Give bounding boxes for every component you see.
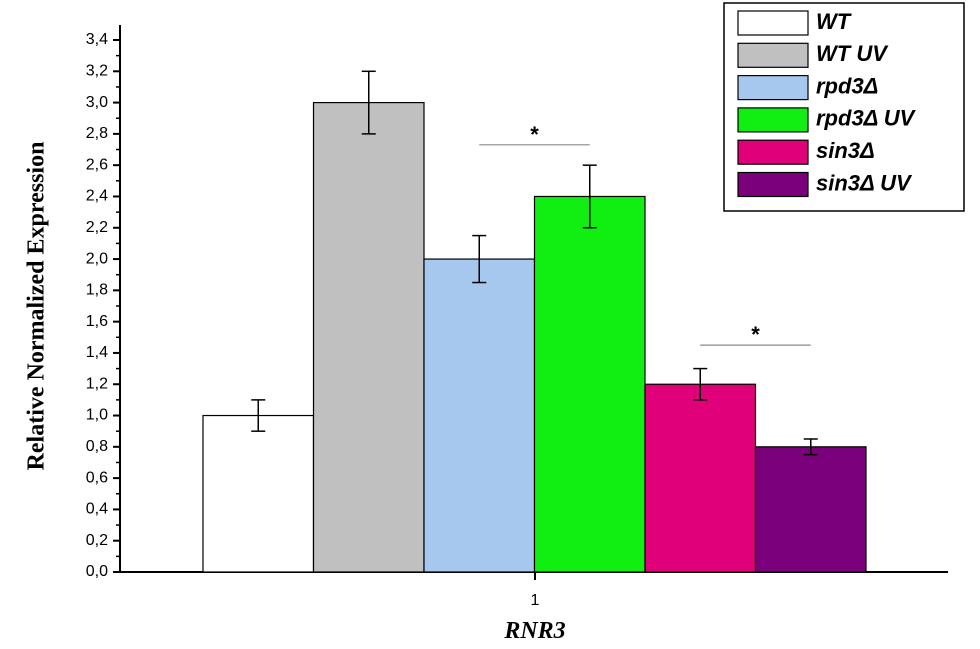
x-ticks: 1	[531, 572, 540, 609]
y-tick-label: 0,8	[86, 438, 108, 455]
y-ticks: 0,0 0,2 0,4 0,6 0,8 1,0 1,2 1,4 1,6 1,8 2,0 2,2 2,4 2…	[86, 31, 120, 580]
bar-rpd3Δ-UV	[533, 195, 646, 573]
legend-swatch	[737, 42, 809, 68]
legend-label: WT	[816, 9, 852, 34]
legend-label: sin3Δ	[816, 138, 875, 163]
bar-sin3Δ-UV	[754, 446, 867, 573]
y-axis-label: Relative Normalized Expression	[24, 142, 50, 471]
y-tick-label: 2,8	[86, 125, 108, 142]
legend: WT WT UV rpd3Δ rpd3Δ UV sin3Δ sin3Δ UV	[723, 2, 965, 212]
significance-star: *	[751, 322, 760, 347]
y-tick-label: 0,0	[86, 563, 108, 580]
y-tick-label: 0,6	[86, 469, 108, 486]
y-tick-label: 2,0	[86, 250, 108, 267]
significance-annotations: **	[479, 122, 811, 347]
bar-WT-UV	[312, 101, 425, 573]
legend-swatch	[737, 74, 809, 101]
legend-label: WT UV	[816, 41, 889, 66]
x-tick-label: 1	[531, 592, 540, 609]
legend-label: rpd3Δ UV	[816, 106, 917, 131]
y-tick-label: 1,2	[86, 375, 108, 392]
y-tick-label: 3,4	[86, 31, 108, 48]
y-tick-label: 1,6	[86, 313, 108, 330]
y-tick-label: 1,8	[86, 282, 108, 299]
legend-swatch	[737, 171, 809, 198]
y-tick-label: 3,0	[86, 94, 108, 111]
bar-WT	[202, 414, 315, 573]
bar-rpd3Δ	[423, 258, 536, 573]
y-tick-label: 1,4	[86, 344, 108, 361]
y-tick-label: 1,0	[86, 407, 108, 424]
legend-label: rpd3Δ	[816, 73, 878, 98]
legend-label: sin3Δ UV	[816, 170, 913, 195]
bar-sin3Δ	[644, 383, 757, 573]
y-tick-label: 0,2	[86, 532, 108, 549]
significance-star: *	[530, 122, 539, 147]
legend-swatch	[737, 139, 809, 165]
y-tick-label: 2,4	[86, 188, 108, 205]
y-tick-label: 3,2	[86, 63, 108, 80]
legend-swatch	[737, 107, 809, 133]
y-tick-label: 2,6	[86, 156, 108, 173]
legend-swatch	[737, 10, 809, 36]
y-tick-label: 2,2	[86, 219, 108, 236]
error-bars	[251, 70, 818, 456]
bars	[202, 101, 867, 573]
x-axis-label: RNR3	[503, 618, 565, 644]
y-tick-label: 0,4	[86, 501, 108, 518]
